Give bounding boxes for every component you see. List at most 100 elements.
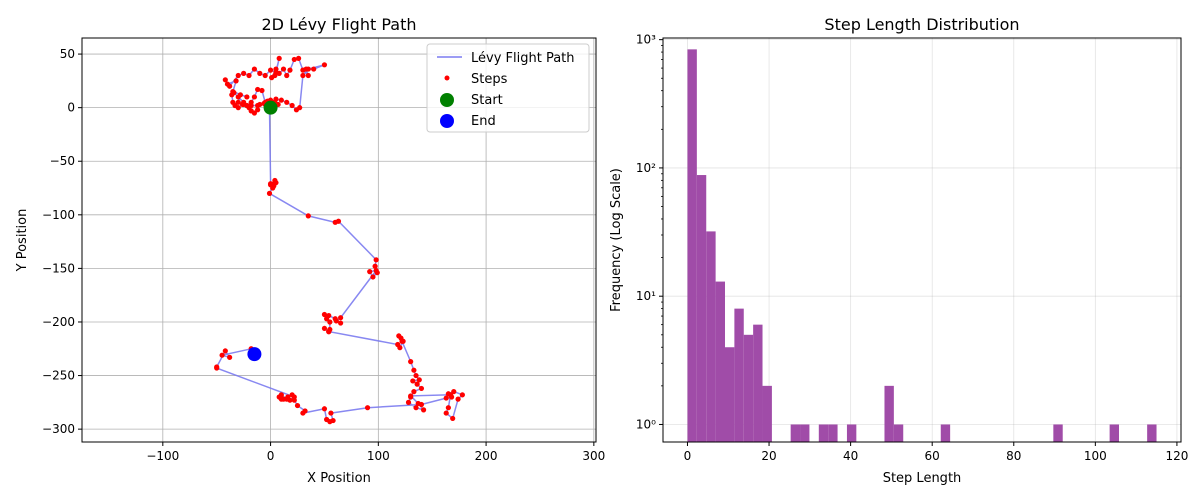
step-point — [418, 401, 425, 408]
step-point — [443, 410, 449, 416]
step-point — [270, 185, 276, 191]
histogram-bar — [800, 424, 810, 442]
step-point — [324, 416, 330, 423]
axes-frame — [81, 37, 597, 443]
plot-area — [687, 49, 1157, 443]
step-point — [287, 67, 293, 73]
step-point — [280, 66, 287, 72]
step-point — [293, 107, 300, 113]
histogram-bar — [1147, 424, 1157, 442]
step-point — [284, 72, 290, 79]
x-tick-label: 0 — [684, 449, 692, 463]
step-point — [230, 99, 236, 105]
step-point — [278, 97, 284, 103]
plot-area — [214, 55, 465, 425]
histogram-bar — [818, 424, 829, 442]
step-point — [214, 364, 220, 370]
grid — [663, 38, 1181, 442]
step-point — [276, 70, 282, 76]
y-axis-label: Y Position — [15, 209, 30, 273]
step-point — [262, 72, 268, 79]
step-point — [455, 396, 461, 402]
step-point — [302, 408, 308, 414]
end-marker — [247, 347, 262, 362]
step-point — [284, 99, 290, 105]
legend-box — [426, 43, 590, 133]
step-point — [418, 385, 425, 392]
step-point — [373, 267, 379, 274]
step-point — [257, 101, 263, 108]
step-point — [272, 180, 278, 186]
step-point — [289, 102, 295, 109]
step-point — [222, 348, 228, 354]
legend-swatch-steps — [444, 75, 450, 81]
step-point — [335, 218, 342, 224]
step-point — [300, 72, 306, 79]
step-point — [411, 367, 417, 373]
step-point — [445, 391, 451, 397]
step-point — [311, 66, 317, 72]
step-point — [295, 55, 302, 61]
step-point — [294, 402, 301, 409]
step-point — [321, 325, 328, 332]
x-tick-label: 100 — [1084, 449, 1107, 463]
y-tick-label: 10¹ — [636, 289, 656, 303]
step-point — [305, 213, 311, 219]
step-point — [287, 397, 293, 403]
step-point — [449, 394, 455, 400]
step-point — [364, 405, 371, 411]
step-point — [269, 75, 275, 81]
step-point — [327, 319, 333, 325]
x-tick-label: −100 — [146, 449, 179, 463]
legend-label-steps: Steps — [471, 72, 508, 87]
step-point — [227, 83, 233, 89]
step-point — [459, 392, 465, 398]
step-point — [233, 78, 239, 84]
legend-label-end: End — [471, 114, 496, 129]
step-point — [255, 86, 261, 93]
step-point — [413, 405, 419, 411]
step-point — [273, 66, 279, 72]
step-point — [414, 381, 420, 387]
y-tick-label: −250 — [42, 369, 75, 383]
histogram-bar — [715, 281, 725, 442]
y-tick-label: −50 — [50, 154, 75, 168]
ticks: −100 0 100 200 300 50 0 −50 −100 −150 −200 −250 −300 — [42, 47, 605, 463]
step-point — [370, 274, 376, 280]
step-point — [410, 378, 416, 384]
step-point — [235, 99, 241, 105]
step-point — [244, 94, 250, 100]
step-point — [408, 393, 414, 399]
step-point — [257, 70, 263, 76]
step-point — [219, 352, 225, 358]
step-point — [397, 345, 403, 351]
step-point — [235, 72, 241, 79]
y-tick-label: 10⁰ — [636, 417, 656, 431]
step-point — [326, 329, 332, 335]
step-point — [241, 70, 247, 76]
step-point — [276, 55, 282, 61]
step-point — [445, 405, 451, 411]
step-point — [267, 67, 274, 73]
y-tick-label: −300 — [42, 422, 75, 436]
x-tick-label: 100 — [367, 449, 390, 463]
step-point — [411, 389, 417, 395]
step-point — [248, 99, 254, 105]
step-point — [251, 66, 258, 72]
step-point — [246, 72, 252, 79]
step-point — [416, 377, 422, 383]
step-point — [338, 315, 344, 321]
histogram-bar — [743, 334, 754, 442]
histogram-bar — [884, 385, 894, 442]
legend-label-start: Start — [471, 93, 503, 108]
x-tick-label: 60 — [925, 449, 940, 463]
step-point — [305, 72, 311, 79]
step-point — [328, 410, 334, 416]
step-point — [266, 190, 273, 196]
y-tick-label: −200 — [42, 315, 75, 329]
step-point — [451, 389, 457, 395]
step-point — [405, 399, 412, 405]
histogram-bar — [687, 49, 697, 443]
y-tick-label: 0 — [67, 101, 75, 115]
x-tick-label: 0 — [267, 449, 275, 463]
